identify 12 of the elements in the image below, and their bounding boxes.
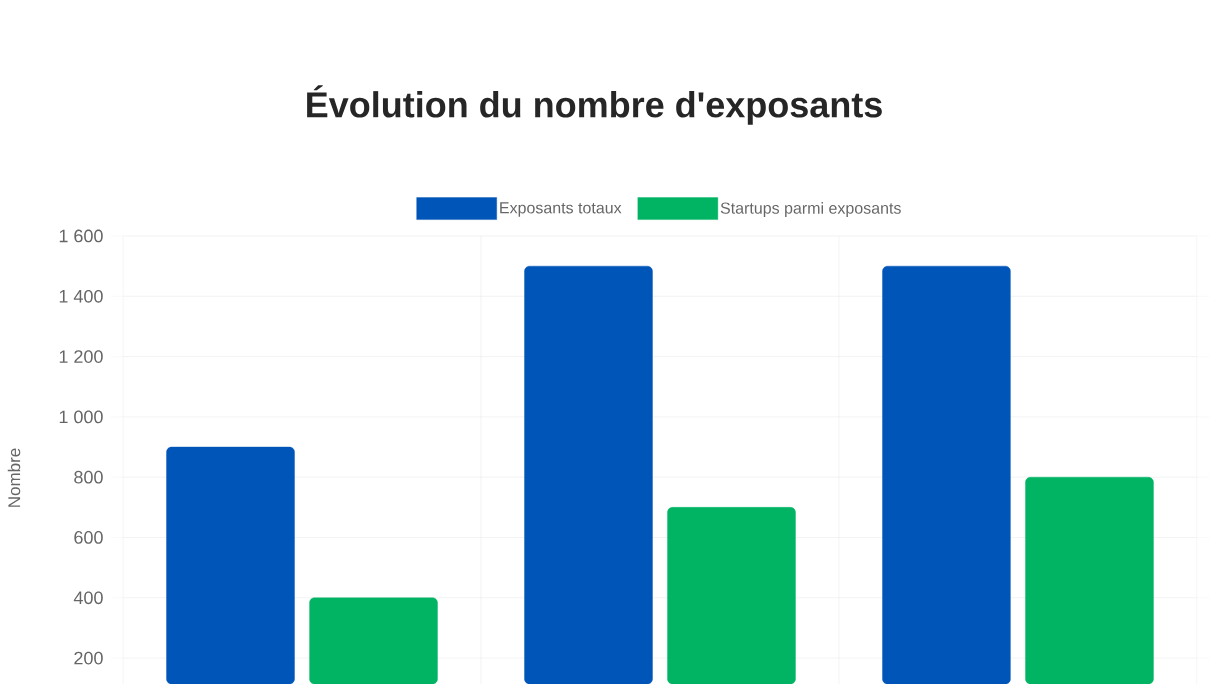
y-tick-label: 600 [74,531,103,544]
y-tick-label: 200 [74,651,103,665]
y-axis-title: Nombre [7,448,21,507]
y-tick-label: 800 [74,470,103,484]
y-tick-label: 400 [73,591,103,605]
y-tick-label: 1 200 [59,350,103,363]
y-tick-label: 1 400 [59,289,103,303]
legend-label: Exposants totaux [500,202,622,217]
y-tick-label: 1 000 [59,410,103,424]
legend-label: Startups parmi exposants [720,202,901,217]
chart-title: Évolution du nombre d'exposants [307,85,882,125]
y-tick-label: 1 600 [59,229,103,243]
